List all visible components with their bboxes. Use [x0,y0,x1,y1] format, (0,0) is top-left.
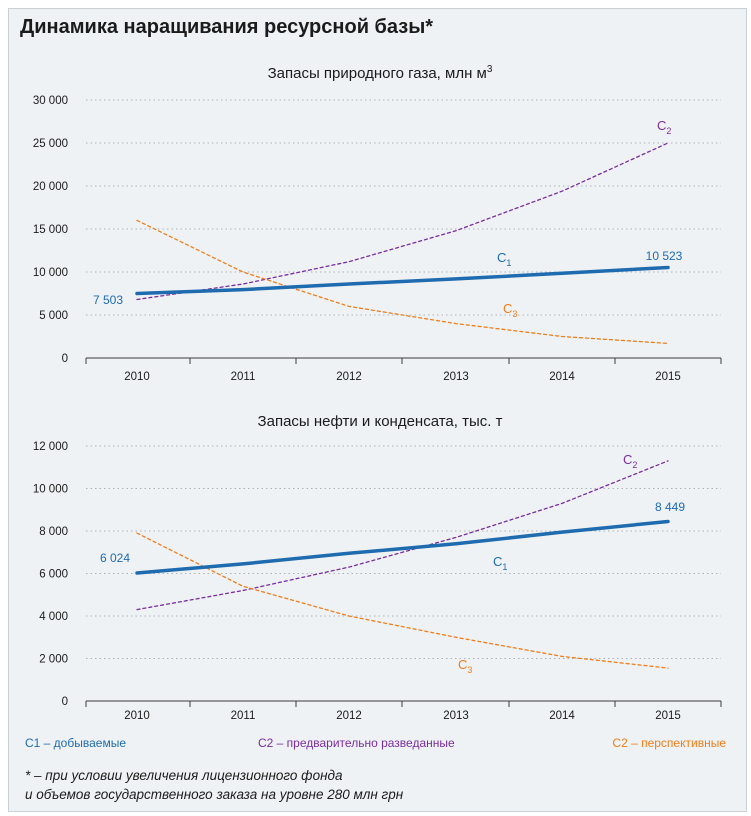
series-label-subscript: 1 [502,562,507,572]
x-tick-label: 2011 [231,371,256,383]
series-label-subscript: 3 [467,665,472,675]
data-label: 6 024 [100,551,130,565]
y-tick-label: 30 000 [33,95,68,107]
y-tick-label: 2 000 [39,654,68,666]
series-label-c2: C2 [657,118,671,136]
legend-c1: С1 – добываемые [25,736,126,750]
footnote-line-1: * – при условии увеличения лицензионного… [25,768,343,783]
page-title: Динамика наращивания ресурсной базы* [20,16,434,38]
series-label-subscript: 2 [666,126,671,136]
y-tick-label: 10 000 [33,267,68,279]
y-tick-label: 25 000 [33,138,68,150]
series-label-c3: C3 [503,301,517,319]
x-tick-label: 2011 [231,710,256,722]
chart-title: Запасы нефти и конденсата, тыс. т [258,413,503,430]
series-label-c2: C2 [623,452,637,470]
y-tick-label: 10 000 [33,484,68,496]
y-tick-label: 8 000 [39,526,68,538]
y-tick-label: 0 [62,696,68,708]
x-tick-label: 2015 [655,371,681,383]
series-label-c1: C1 [493,554,507,572]
x-tick-label: 2013 [443,371,469,383]
y-tick-label: 15 000 [33,224,68,236]
series-label-subscript: 1 [506,258,511,268]
x-tick-label: 2014 [549,710,575,722]
y-tick-label: 0 [62,353,68,365]
y-tick-label: 5 000 [39,310,68,322]
chart-title: Запасы природного газа, млн м3 [268,64,493,82]
x-tick-label: 2012 [336,710,362,722]
series-line-c2 [136,460,669,611]
x-tick-label: 2012 [336,371,362,383]
infographic-panel [8,8,747,812]
y-tick-label: 4 000 [39,611,68,623]
x-tick-label: 2010 [124,371,150,383]
data-label: 8 449 [655,500,685,514]
y-tick-label: 6 000 [39,569,68,581]
chart-1: Запасы природного газа, млн м3 0 5 000 10 0… [33,64,722,383]
footnote: * – при условии увеличения лицензионного… [25,766,403,804]
series-label-subscript: 2 [632,460,637,470]
series-line-c3 [136,532,669,669]
chart-2: Запасы нефти и конденсата, тыс. т 0 2 000 4… [33,413,722,722]
series-line-c3 [136,219,669,345]
data-label: 7 503 [93,293,123,307]
x-tick-label: 2010 [124,710,150,722]
footnote-line-2: и объемов государственного заказа на уро… [25,787,404,802]
y-tick-label: 12 000 [33,441,68,453]
series-line-c1 [135,519,670,575]
y-tick-label: 20 000 [33,181,68,193]
series-line-c1 [135,265,670,296]
legend-c3: С2 – перспективные [612,736,726,750]
series-label-c1: C1 [497,250,511,268]
x-tick-label: 2015 [655,710,681,722]
series-label-subscript: 3 [512,309,517,319]
chart-title-superscript: 3 [487,64,493,75]
legend-c2: С2 – предварительно разведанные [258,736,455,750]
x-tick-label: 2013 [443,710,469,722]
series-label-c3: C3 [458,657,472,675]
x-tick-label: 2014 [549,371,575,383]
data-label: 10 523 [646,249,683,263]
series-line-c2 [136,142,669,301]
